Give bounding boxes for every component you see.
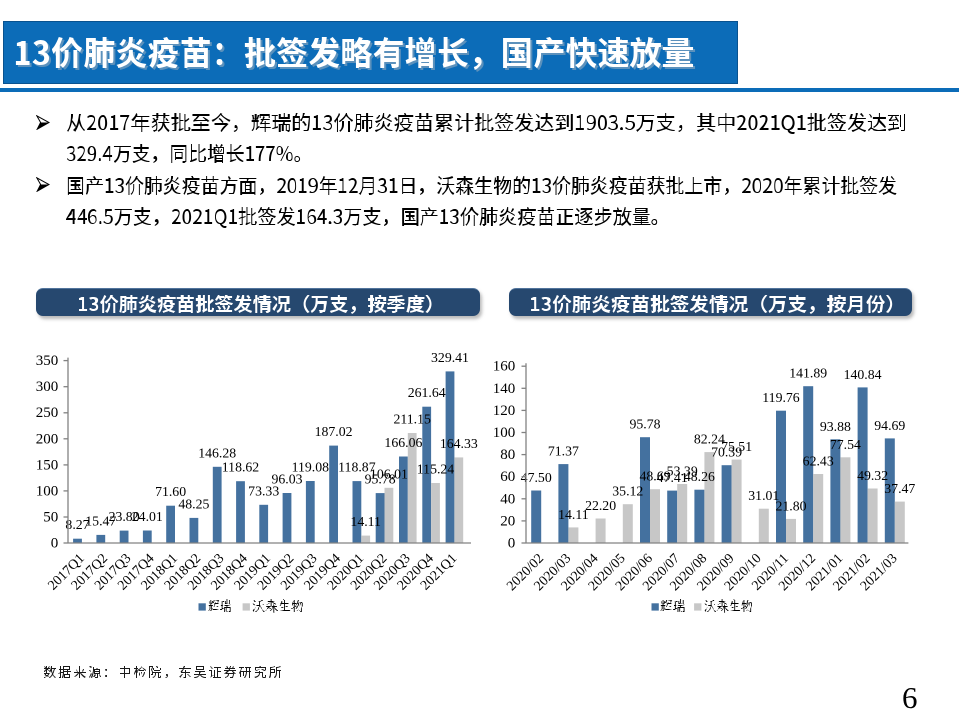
svg-text:50: 50 xyxy=(43,510,58,526)
svg-text:96.03: 96.03 xyxy=(271,472,302,487)
svg-text:150: 150 xyxy=(36,457,59,473)
svg-text:350: 350 xyxy=(36,353,59,369)
svg-text:70.39: 70.39 xyxy=(711,445,742,460)
svg-text:94.69: 94.69 xyxy=(874,418,905,433)
svg-text:31.01: 31.01 xyxy=(748,488,779,503)
svg-text:22.20: 22.20 xyxy=(585,498,616,513)
svg-text:62.43: 62.43 xyxy=(803,454,834,469)
svg-text:80: 80 xyxy=(500,447,515,463)
svg-text:140: 140 xyxy=(493,381,516,397)
svg-text:164.33: 164.33 xyxy=(440,436,478,451)
svg-text:40: 40 xyxy=(500,491,515,507)
svg-text:14.11: 14.11 xyxy=(558,507,589,522)
svg-text:71.37: 71.37 xyxy=(548,444,579,459)
svg-text:77.54: 77.54 xyxy=(830,437,861,452)
svg-text:20: 20 xyxy=(500,513,515,529)
svg-text:141.89: 141.89 xyxy=(789,366,827,381)
svg-text:250: 250 xyxy=(36,405,59,421)
svg-text:75.51: 75.51 xyxy=(721,439,752,454)
svg-text:37.47: 37.47 xyxy=(884,481,915,496)
svg-text:95.78: 95.78 xyxy=(365,472,396,487)
svg-text:0: 0 xyxy=(508,536,516,552)
svg-text:106.01: 106.01 xyxy=(370,466,408,481)
svg-text:100: 100 xyxy=(493,425,516,441)
svg-text:14.11: 14.11 xyxy=(350,514,381,529)
svg-text:120: 120 xyxy=(493,403,516,419)
svg-text:140.84: 140.84 xyxy=(844,367,882,382)
svg-text:47.41: 47.41 xyxy=(657,470,688,485)
svg-text:48.25: 48.25 xyxy=(178,496,209,511)
svg-text:200: 200 xyxy=(36,431,59,447)
svg-text:187.02: 187.02 xyxy=(315,424,353,439)
svg-text:21.80: 21.80 xyxy=(775,498,806,513)
svg-text:8.27: 8.27 xyxy=(65,517,89,532)
svg-text:95.78: 95.78 xyxy=(629,417,660,432)
svg-text:211.15: 211.15 xyxy=(393,412,431,427)
svg-text:48.69: 48.69 xyxy=(639,469,670,484)
svg-text:71.60: 71.60 xyxy=(155,484,186,499)
svg-text:82.24: 82.24 xyxy=(694,432,725,447)
svg-text:100: 100 xyxy=(36,483,59,499)
svg-text:49.32: 49.32 xyxy=(857,468,888,483)
svg-text:47.50: 47.50 xyxy=(521,470,552,485)
svg-text:118.87: 118.87 xyxy=(338,460,376,475)
svg-text:115.24: 115.24 xyxy=(417,462,455,477)
svg-text:166.06: 166.06 xyxy=(384,435,422,450)
svg-text:23.80: 23.80 xyxy=(109,509,140,524)
svg-text:24.01: 24.01 xyxy=(132,509,163,524)
svg-text:118.62: 118.62 xyxy=(222,460,260,475)
svg-text:53.39: 53.39 xyxy=(667,464,698,479)
svg-text:119.08: 119.08 xyxy=(292,460,330,475)
svg-text:261.64: 261.64 xyxy=(408,385,446,400)
svg-text:119.76: 119.76 xyxy=(762,390,800,405)
svg-text:160: 160 xyxy=(493,359,516,375)
svg-text:48.26: 48.26 xyxy=(684,469,715,484)
svg-text:15.47: 15.47 xyxy=(85,513,116,528)
svg-text:93.88: 93.88 xyxy=(820,419,851,434)
svg-text:60: 60 xyxy=(500,469,515,485)
svg-text:300: 300 xyxy=(36,379,59,395)
svg-text:329.41: 329.41 xyxy=(431,350,469,365)
svg-text:0: 0 xyxy=(51,536,59,552)
svg-text:35.12: 35.12 xyxy=(612,484,643,499)
svg-text:146.28: 146.28 xyxy=(198,445,236,460)
svg-text:73.33: 73.33 xyxy=(248,483,279,498)
